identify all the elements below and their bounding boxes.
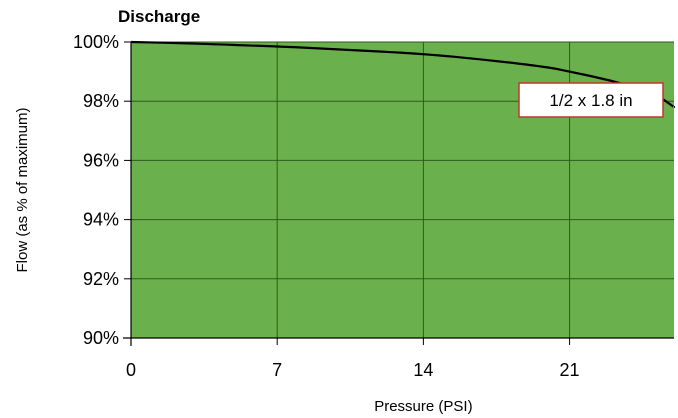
- chart-title: Discharge: [118, 7, 200, 26]
- axes: [123, 42, 674, 346]
- callout-label: 1/2 x 1.8 in: [549, 91, 632, 110]
- x-axis-ticks: 0 7 14 21: [126, 338, 580, 380]
- y-axis-ticks: 90% 92% 94% 96% 98% 100%: [73, 32, 131, 348]
- x-tick-label: 7: [272, 360, 282, 380]
- x-axis-label: Pressure (PSI): [374, 398, 472, 415]
- y-tick-label: 90%: [83, 328, 119, 348]
- y-tick-label: 96%: [83, 150, 119, 170]
- callout-box: [518, 82, 664, 118]
- x-tick-label: 14: [413, 360, 433, 380]
- y-tick-label: 100%: [73, 32, 119, 52]
- x-tick-label: 0: [126, 360, 136, 380]
- y-axis-label: Flow (as % of maximum): [14, 107, 31, 272]
- y-tick-label: 94%: [83, 210, 119, 230]
- x-tick-label: 21: [560, 360, 580, 380]
- series-callout: 1/2 x 1.8 in: [518, 82, 664, 118]
- y-tick-label: 92%: [83, 269, 119, 289]
- y-tick-label: 98%: [83, 91, 119, 111]
